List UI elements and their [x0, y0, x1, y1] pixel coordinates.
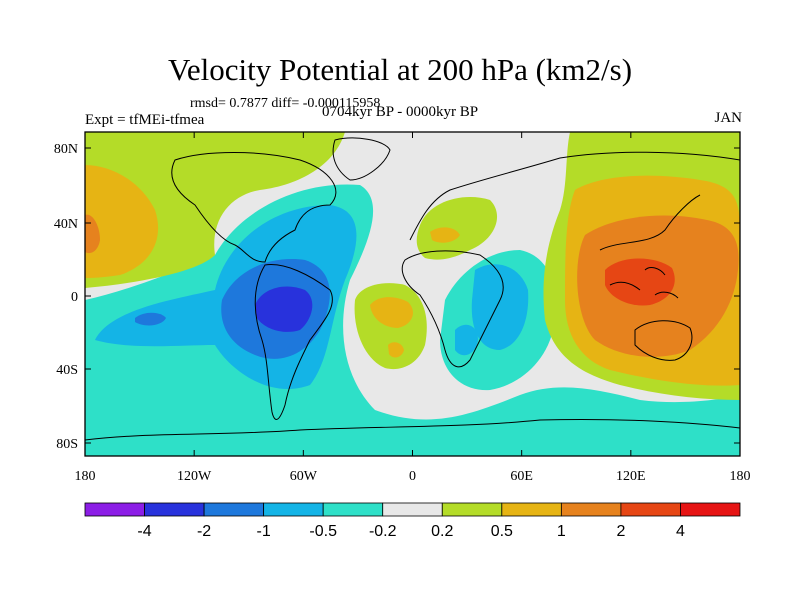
lat-tick-label: 80N	[54, 142, 78, 157]
coast-europe-asia	[409, 151, 740, 251]
coast-south-america	[254, 264, 333, 420]
colorbar-label: -1	[257, 523, 271, 540]
contour-pos-0.5-europe	[430, 227, 460, 243]
colorbar-swatch	[620, 502, 681, 517]
contour-neg-1-small	[135, 312, 166, 326]
coastlines	[85, 137, 740, 441]
colorbar-label: 2	[616, 523, 625, 540]
colorbar-swatch	[441, 502, 503, 517]
contour-neg-2-core	[255, 286, 313, 332]
experiment-label: Expt = tfMEi-tfmea	[85, 112, 205, 128]
lat-tick-label: 0	[71, 290, 78, 305]
colorbar-label: 0.2	[431, 523, 453, 540]
colorbar-swatch	[322, 502, 384, 517]
period-subtitle: 0704kyr BP - 0000kyr BP	[322, 104, 479, 120]
contour-pos-1-pacific-ne	[85, 214, 100, 254]
colorbar-label: -4	[137, 523, 151, 540]
colorbar-label: -2	[197, 523, 211, 540]
colorbar-label: 4	[676, 523, 685, 540]
colorbar-label: 1	[557, 523, 566, 540]
contour-pos-0.5-atlantic-small	[388, 342, 404, 358]
contour-neg-0.5-cap	[455, 324, 478, 356]
coast-north-america	[171, 152, 337, 263]
colorbar-swatch	[144, 502, 205, 517]
contour-pos-0.5-pacific-ne	[85, 165, 159, 278]
colorbar-swatch	[680, 502, 741, 517]
lon-tick-label: 0	[409, 469, 416, 484]
colorbar-swatch	[560, 502, 622, 517]
colorbar-swatch	[203, 502, 265, 517]
lat-tick-label: 40N	[54, 217, 78, 232]
lon-tick-label: 180	[730, 469, 751, 484]
month-label: JAN	[714, 110, 742, 126]
lat-tick-label: 40S	[56, 363, 78, 378]
contour-pos-0.5-atlantic	[370, 297, 413, 328]
coast-australia	[634, 320, 693, 361]
colorbar-swatch	[501, 502, 562, 517]
map-title: Velocity Potential at 200 hPa (km2/s)	[167, 52, 633, 87]
lon-tick-label: 120E	[616, 469, 646, 484]
colorbar-swatch	[84, 502, 145, 517]
axis-ticks: 80N 40N 0 40S 80S 180 120W 60W 0 60E 120E 180	[54, 132, 751, 484]
colorbar-label: -0.2	[369, 523, 397, 540]
colorbar: -4 -2 -1 -0.5 -0.2 0.2 0.5 1 2 4	[84, 502, 741, 540]
colorbar-swatch	[382, 502, 443, 517]
lon-tick-label: 120W	[177, 469, 212, 484]
rmsd-annotation: rmsd= 0.7877 diff= -0.000115958	[190, 96, 381, 111]
lon-tick-label: 60W	[290, 469, 318, 484]
coast-antarctica	[85, 418, 740, 441]
coast-greenland	[332, 137, 391, 181]
colorbar-swatch	[263, 502, 324, 517]
lon-tick-label: 180	[75, 469, 96, 484]
colorbar-label: 0.5	[491, 523, 513, 540]
coast-africa	[401, 250, 504, 368]
lon-tick-label: 60E	[510, 469, 533, 484]
contour-pos-0.2-europe	[416, 197, 498, 260]
coast-maritime-continent	[609, 267, 679, 299]
colorbar-label: -0.5	[309, 523, 337, 540]
map-plot-area	[85, 132, 740, 456]
lat-tick-label: 80S	[56, 437, 78, 452]
